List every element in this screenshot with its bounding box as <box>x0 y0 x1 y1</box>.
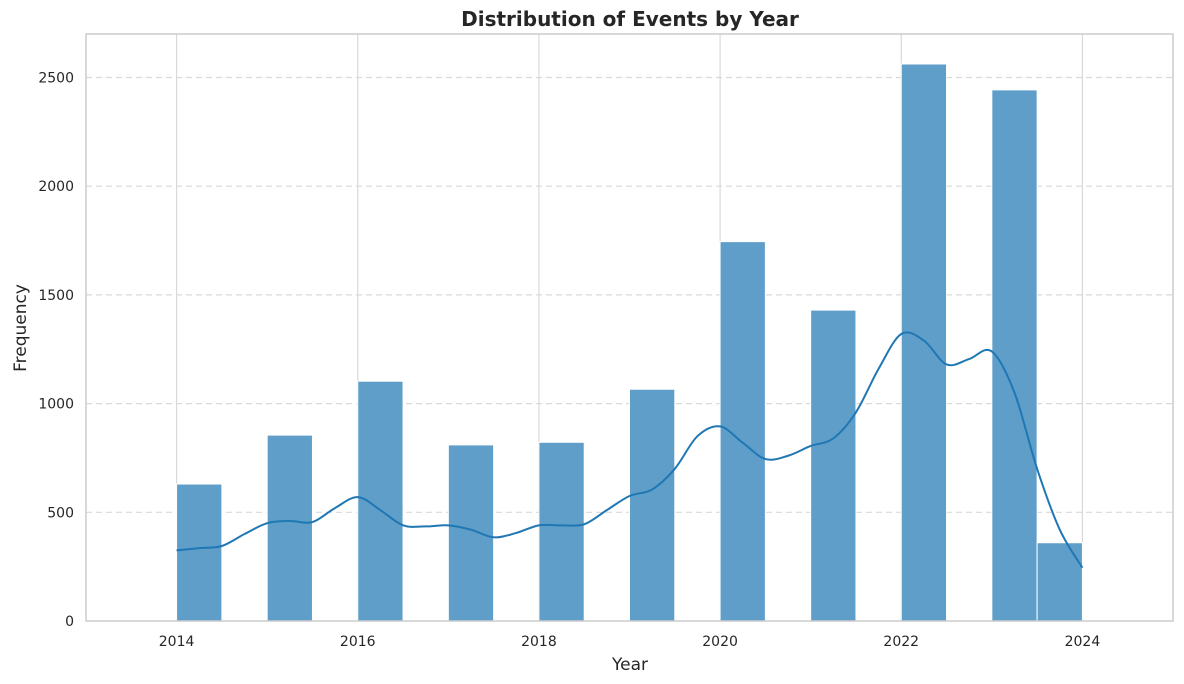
y-tick-label: 0 <box>65 614 74 630</box>
y-tick-label: 1500 <box>38 288 74 304</box>
histogram-bar <box>538 441 585 622</box>
x-tick-label: 2014 <box>159 634 195 650</box>
kde-curve <box>176 331 1084 569</box>
plot-frame <box>85 33 1174 622</box>
ticks-layer: 2014 2016 2018 2020 2022 2024 0 500 1000 1500 2000… <box>38 70 1100 650</box>
y-tick-label: 2000 <box>38 179 74 195</box>
histogram-bar <box>991 89 1038 622</box>
y-tick-label: 500 <box>47 505 74 521</box>
x-tick-label: 2022 <box>883 634 919 650</box>
y-tick-label: 1000 <box>38 397 74 413</box>
histogram-bar <box>266 434 313 622</box>
histogram-bar <box>900 63 948 622</box>
x-tick-label: 2024 <box>1065 634 1101 650</box>
histogram-bar <box>719 241 766 622</box>
y-axis-label: Frequency <box>11 284 31 372</box>
kde-layer <box>176 331 1084 569</box>
histogram-bar <box>357 380 404 622</box>
x-tick-label: 2016 <box>340 634 376 650</box>
chart-title: Distribution of Events by Year <box>461 7 799 31</box>
y-tick-label: 2500 <box>38 70 74 86</box>
histogram-bar <box>1036 542 1083 622</box>
histogram-bar <box>629 388 676 622</box>
axes-layer <box>85 33 1174 622</box>
x-axis-label: Year <box>611 655 648 675</box>
histogram-bar <box>810 309 857 622</box>
bars-layer <box>176 63 1083 622</box>
x-tick-label: 2018 <box>521 634 557 650</box>
histogram-bar <box>447 444 495 622</box>
histogram-bar <box>176 483 223 622</box>
x-tick-label: 2020 <box>702 634 738 650</box>
